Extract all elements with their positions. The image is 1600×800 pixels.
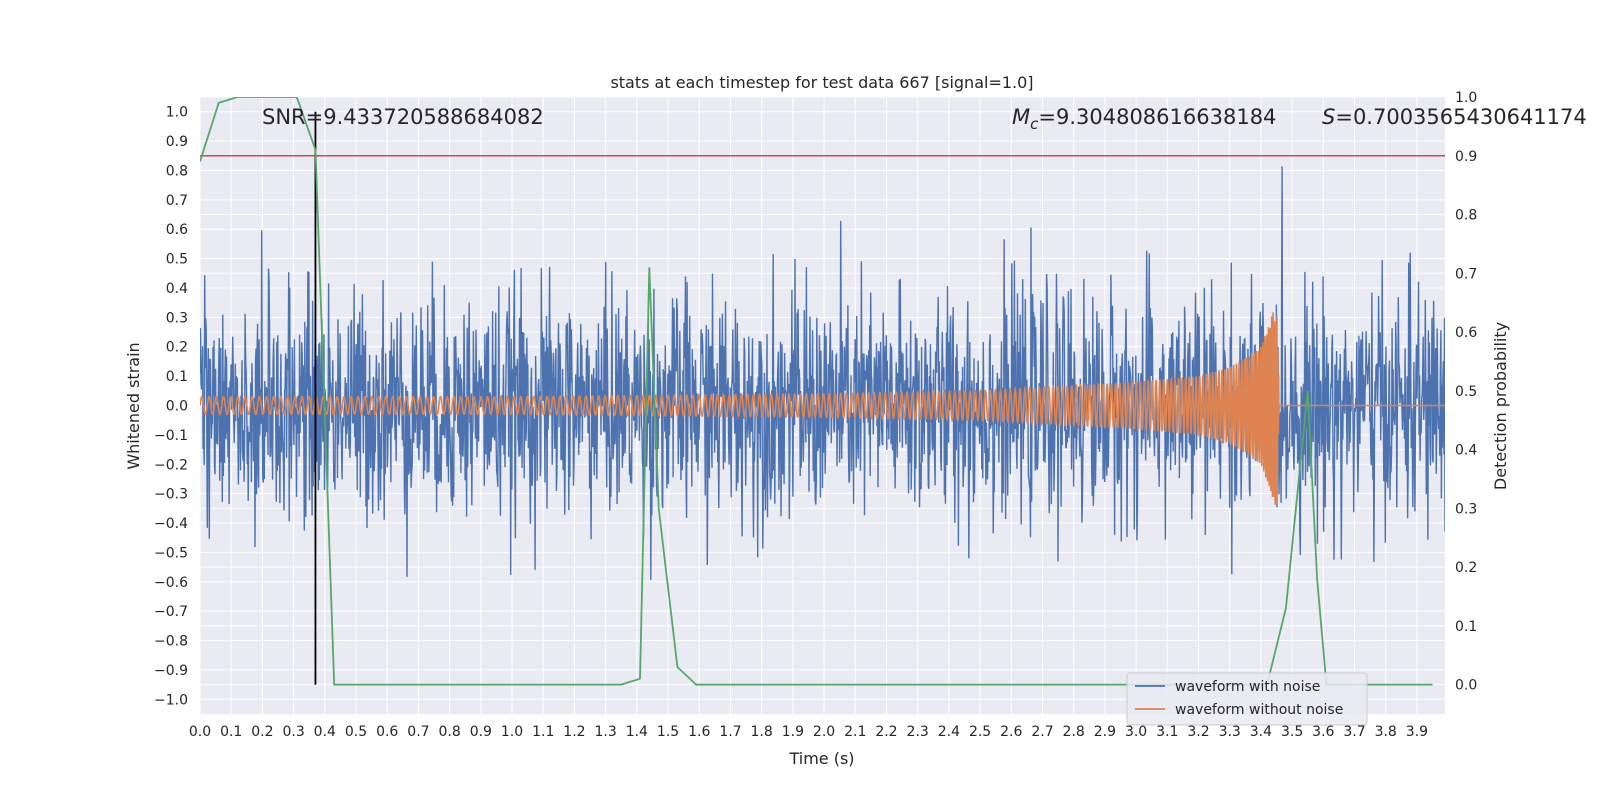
x-tick-10: 1.0 — [501, 724, 523, 740]
y-left-tick-10: 0.0 — [166, 399, 188, 415]
y-right-tick-1: 0.9 — [1455, 149, 1477, 165]
x-tick-6: 0.6 — [376, 724, 398, 740]
y-left-tick-12: −0.2 — [154, 457, 188, 473]
legend-box — [1126, 672, 1368, 726]
mc-value: =9.304808616638184 — [1038, 105, 1276, 129]
x-tick-21: 2.1 — [844, 724, 866, 740]
x-tick-18: 1.8 — [751, 724, 773, 740]
x-tick-19: 1.9 — [782, 724, 804, 740]
y-right-tick-3: 0.7 — [1455, 266, 1477, 282]
x-tick-5: 0.5 — [345, 724, 367, 740]
x-tick-25: 2.5 — [969, 724, 991, 740]
x-tick-24: 2.4 — [938, 724, 960, 740]
s-annotation: S=0.7003565430641174 — [1322, 105, 1587, 129]
y-left-tick-20: −1.0 — [154, 692, 188, 708]
x-tick-labels: 0.0 0.1 0.2 0.3 0.4 0.5 0.6 0.7 0.8 0.9 1.0 1.1 1.2 1… — [189, 724, 1428, 740]
x-tick-11: 1.1 — [532, 724, 554, 740]
x-tick-27: 2.7 — [1031, 724, 1053, 740]
y-left-tick-5: 0.5 — [166, 252, 188, 268]
x-tick-35: 3.5 — [1281, 724, 1303, 740]
y-left-tick-1: 0.9 — [166, 134, 188, 150]
x-tick-29: 2.9 — [1094, 724, 1116, 740]
series-waveform-without-noise — [200, 312, 1445, 505]
x-tick-34: 3.4 — [1250, 724, 1272, 740]
x-tick-36: 3.6 — [1312, 724, 1334, 740]
chirp-mass-annotation: Mc=9.304808616638184 — [1012, 105, 1276, 133]
y-left-tick-8: 0.2 — [166, 340, 188, 356]
chart-title: stats at each timestep for test data 667… — [610, 73, 1033, 92]
y-left-tick-18: −0.8 — [154, 634, 188, 650]
y-left-tick-16: −0.6 — [154, 575, 188, 591]
y-right-tick-10: 0.0 — [1455, 678, 1477, 694]
y-left-tick-19: −0.9 — [154, 663, 188, 679]
y-right-tick-9: 0.1 — [1455, 619, 1477, 635]
y-left-tick-7: 0.3 — [166, 310, 188, 326]
x-tick-39: 3.9 — [1406, 724, 1428, 740]
y-left-tick-14: −0.4 — [154, 516, 188, 532]
s-value: =0.7003565430641174 — [1335, 105, 1586, 129]
y-right-tick-8: 0.2 — [1455, 560, 1477, 576]
y-right-tick-0: 1.0 — [1455, 90, 1477, 106]
y-right-tick-7: 0.3 — [1455, 501, 1477, 517]
y-left-tick-labels: 1.0 0.9 0.8 0.7 0.6 0.5 0.4 0.3 0.2 0.1 0.0 −0.1 −0.… — [154, 105, 188, 709]
y-left-tick-17: −0.7 — [154, 604, 188, 620]
x-tick-9: 0.9 — [470, 724, 492, 740]
x-tick-30: 3.0 — [1125, 724, 1147, 740]
mc-subscript: c — [1030, 115, 1039, 133]
x-tick-23: 2.3 — [907, 724, 929, 740]
y-left-tick-9: 0.1 — [166, 369, 188, 385]
y-left-tick-15: −0.5 — [154, 545, 188, 561]
x-tick-2: 0.2 — [251, 724, 273, 740]
y-right-tick-6: 0.4 — [1455, 443, 1477, 459]
x-tick-14: 1.4 — [626, 724, 648, 740]
y-left-axis-label: Whitened strain — [124, 342, 143, 469]
x-tick-32: 3.2 — [1187, 724, 1209, 740]
legend-entry-noise: waveform with noise — [1175, 679, 1320, 695]
y-left-tick-0: 1.0 — [166, 105, 188, 121]
legend: waveform with noise waveform without noi… — [1126, 672, 1368, 726]
x-tick-12: 1.2 — [563, 724, 585, 740]
y-right-tick-5: 0.5 — [1455, 384, 1477, 400]
x-tick-37: 3.7 — [1343, 724, 1365, 740]
y-left-tick-3: 0.7 — [166, 193, 188, 209]
y-left-tick-6: 0.4 — [166, 281, 188, 297]
y-left-tick-13: −0.3 — [154, 487, 188, 503]
x-tick-8: 0.8 — [438, 724, 460, 740]
y-left-tick-2: 0.8 — [166, 163, 188, 179]
x-tick-1: 0.1 — [220, 724, 242, 740]
y-right-tick-4: 0.6 — [1455, 325, 1477, 341]
y-left-tick-4: 0.6 — [166, 222, 188, 238]
x-tick-26: 2.6 — [1000, 724, 1022, 740]
mc-symbol: M — [1012, 105, 1030, 129]
x-tick-31: 3.1 — [1156, 724, 1178, 740]
s-symbol: S — [1322, 105, 1335, 129]
x-tick-16: 1.6 — [688, 724, 710, 740]
legend-entry-clean: waveform without noise — [1175, 702, 1343, 718]
x-axis-label: Time (s) — [788, 749, 854, 768]
x-tick-17: 1.7 — [719, 724, 741, 740]
x-tick-28: 2.8 — [1063, 724, 1085, 740]
x-tick-0: 0.0 — [189, 724, 211, 740]
x-tick-3: 0.3 — [282, 724, 304, 740]
x-tick-7: 0.7 — [407, 724, 429, 740]
y-right-tick-labels: 1.0 0.9 0.8 0.7 0.6 0.5 0.4 0.3 0.2 0.1 0.0 — [1455, 90, 1477, 694]
y-right-axis-label: Detection probability — [1491, 322, 1510, 490]
x-tick-22: 2.2 — [875, 724, 897, 740]
x-tick-38: 3.8 — [1375, 724, 1397, 740]
x-tick-13: 1.3 — [595, 724, 617, 740]
x-tick-15: 1.5 — [657, 724, 679, 740]
x-tick-4: 0.4 — [314, 724, 336, 740]
y-left-tick-11: −0.1 — [154, 428, 188, 444]
x-tick-20: 2.0 — [813, 724, 835, 740]
x-tick-33: 3.3 — [1219, 724, 1241, 740]
snr-annotation: SNR=9.433720588684082 — [262, 105, 544, 129]
y-right-tick-2: 0.8 — [1455, 208, 1477, 224]
